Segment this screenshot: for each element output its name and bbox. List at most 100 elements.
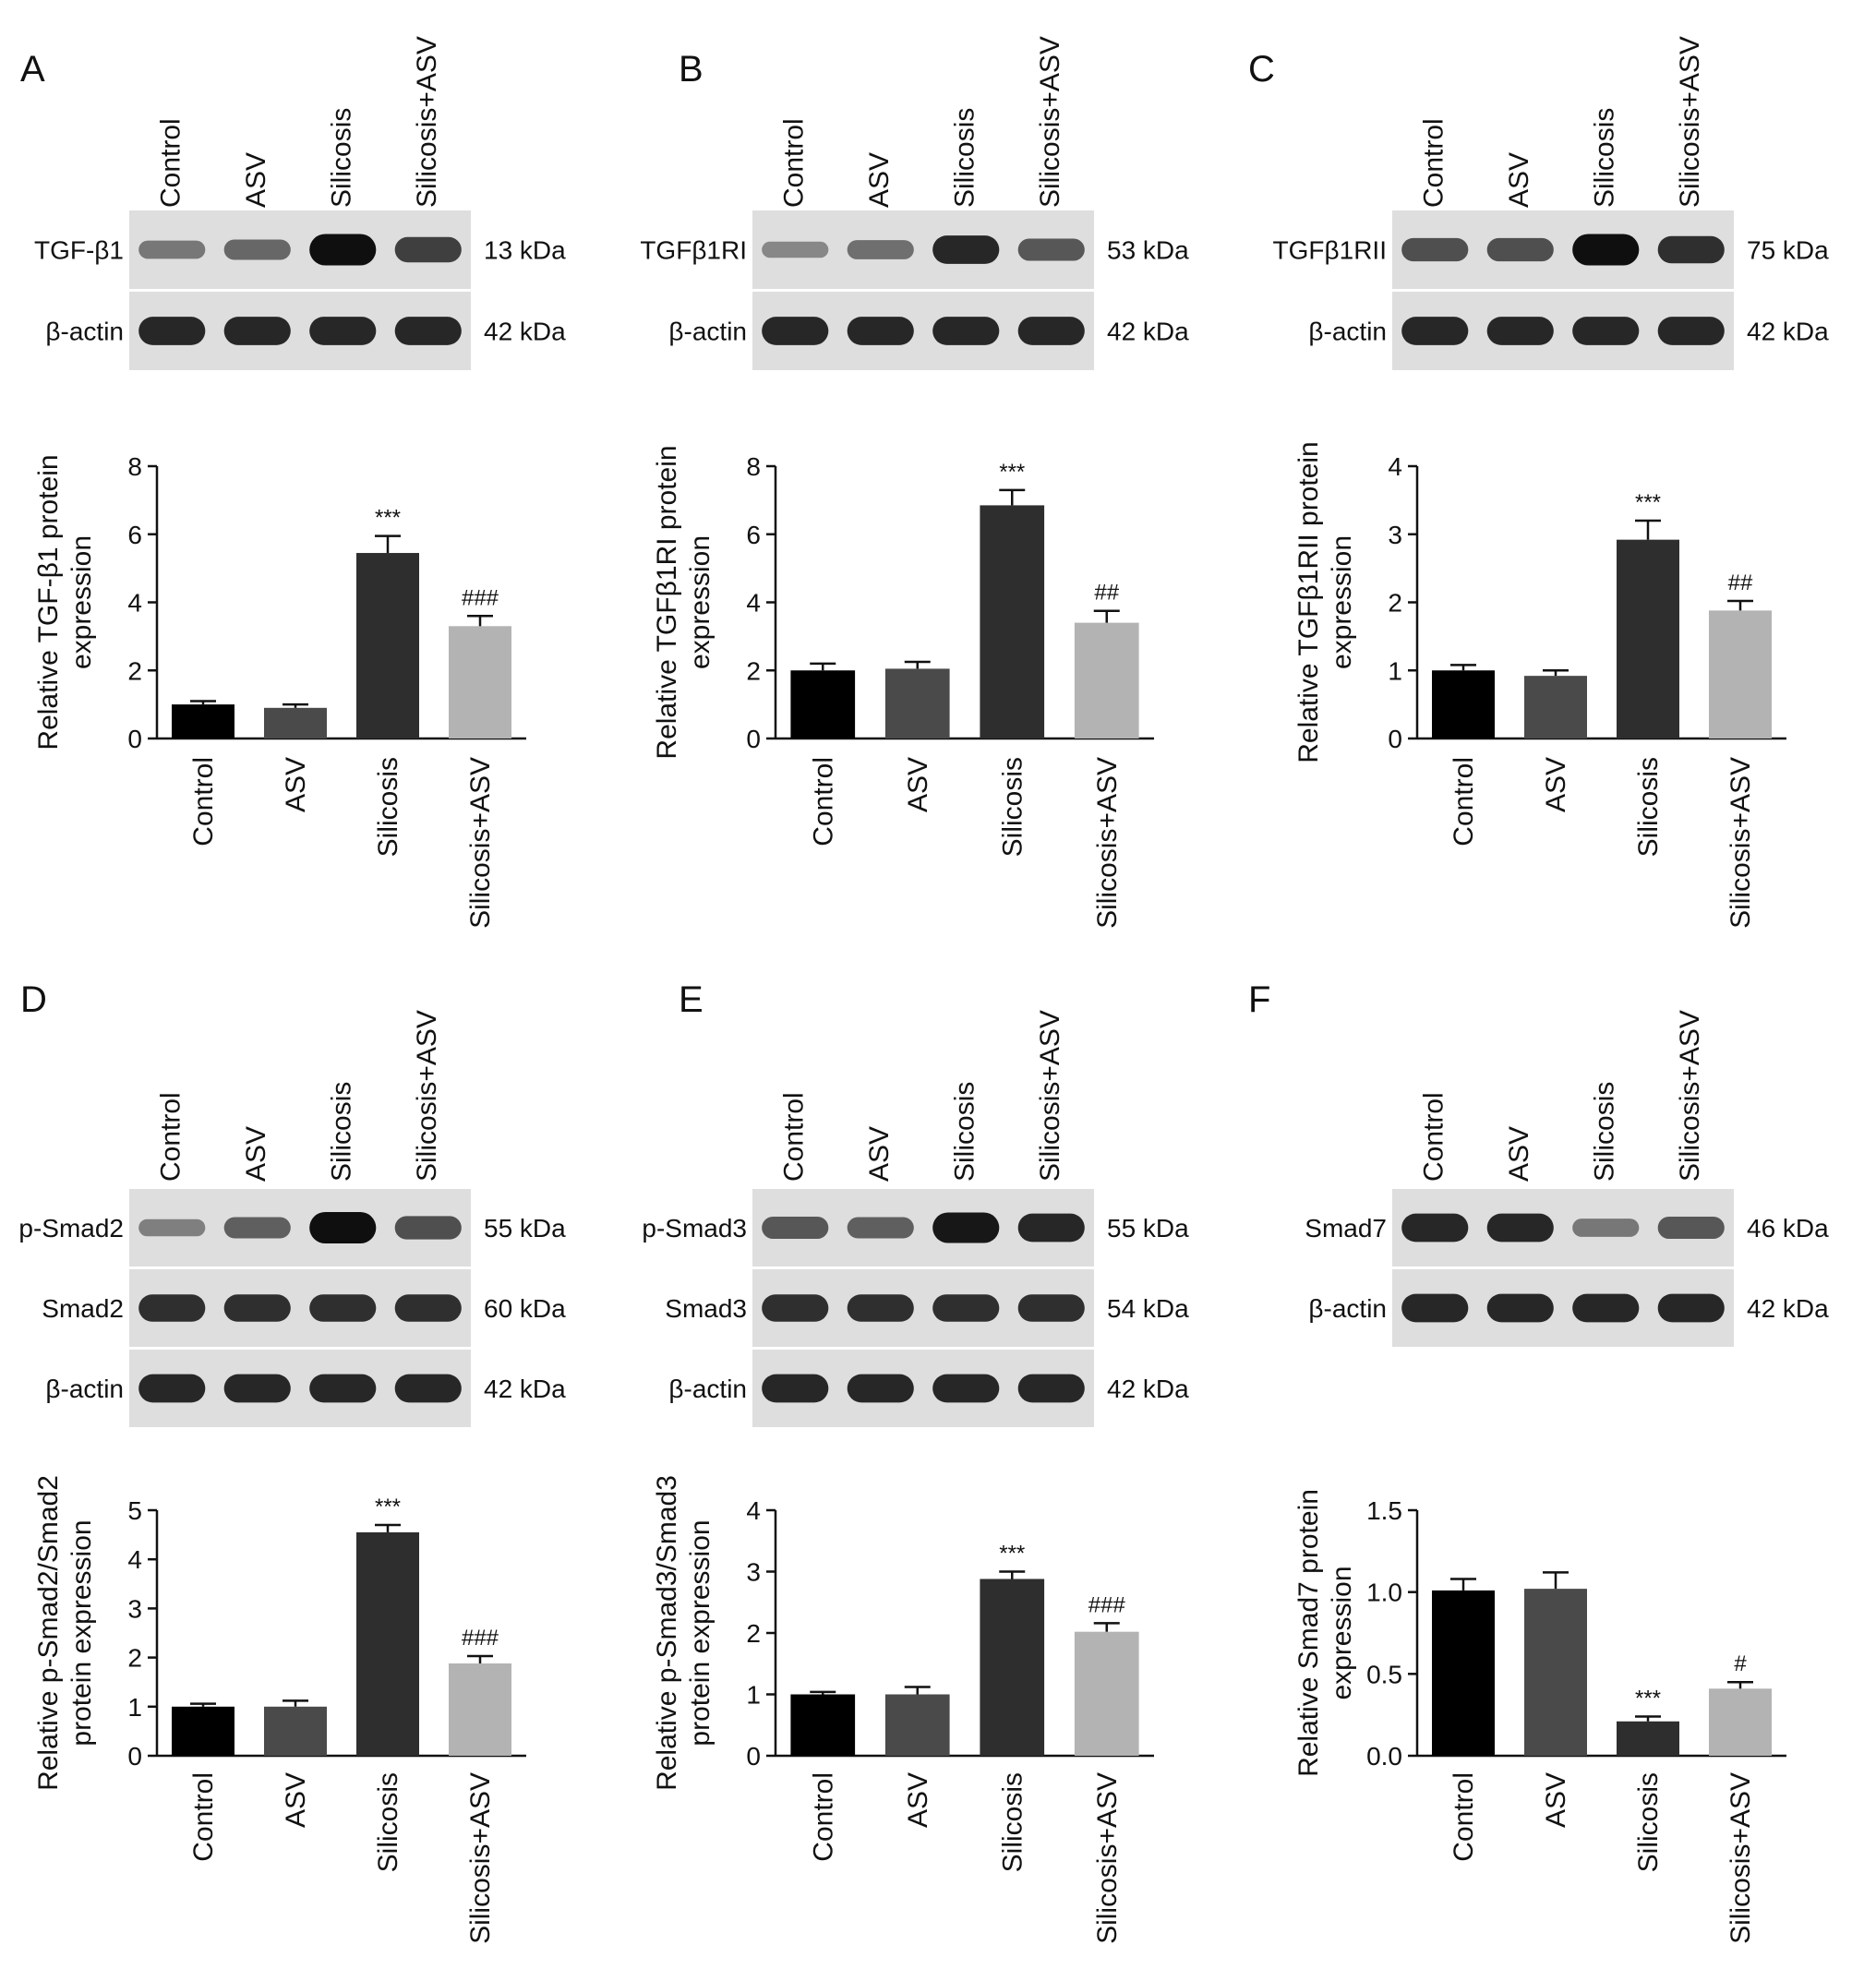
blot-protein-label: β-actin	[668, 318, 747, 346]
blot-lane-label: Silicosis	[949, 108, 980, 208]
blot-kda-label: 75 kDa	[1747, 236, 1829, 265]
blot-band	[1572, 1293, 1640, 1323]
blot-band	[762, 1216, 829, 1240]
x-tick-label: ASV	[281, 757, 311, 812]
x-tick-label: Silicosis+ASV	[1726, 757, 1756, 929]
panel-d: D Control ASV Silicosis Silicosis+ASV p-Smad2…	[18, 979, 566, 1944]
x-tick-label: Silicosis+ASV	[1092, 757, 1123, 929]
bar-control	[1432, 1590, 1495, 1756]
significance-label: ***	[999, 1542, 1025, 1567]
blot-band	[847, 317, 914, 345]
blot-band	[309, 317, 377, 345]
bar-silicosis	[356, 1531, 419, 1756]
x-tick-label: Silicosis	[373, 1772, 403, 1872]
bar-silicosis-asv	[1709, 610, 1772, 738]
blot-band	[762, 317, 829, 345]
blot-band	[223, 317, 291, 345]
y-axis-label: Relative TGFβ1RI protein	[652, 445, 682, 759]
panel-letter: C	[1248, 49, 1275, 90]
blot-lane-label: Control	[778, 118, 809, 208]
blot-protein-label: β-actin	[45, 1375, 124, 1403]
y-tick-label: 0	[1388, 725, 1402, 753]
y-tick-label: 0	[746, 1742, 761, 1771]
blot-protein-label: β-actin	[1308, 318, 1387, 346]
blot-protein-label: TGFβ1RI	[640, 236, 747, 265]
blot-band	[1572, 234, 1640, 266]
bar-silicosis-asv	[449, 1663, 511, 1756]
y-tick-label: 6	[127, 521, 142, 549]
bar-control	[172, 1706, 234, 1756]
blot-band	[762, 1294, 829, 1322]
blot-band	[932, 1374, 1000, 1403]
blot-band	[932, 1212, 1000, 1243]
blot-band	[932, 1294, 1000, 1322]
y-tick-label: 3	[1388, 521, 1402, 549]
blot-protein-label: Smad2	[42, 1294, 124, 1323]
y-tick-label: 1	[1388, 656, 1402, 685]
panel-b: B Control ASV Silicosis Silicosis+ASV TGFβ1RI…	[640, 36, 1189, 929]
blot-lane-label: Silicosis	[1589, 108, 1619, 208]
blot-lane-label: Silicosis+ASV	[1035, 36, 1065, 208]
bar-silicosis	[1617, 539, 1679, 738]
x-tick-label: Control	[1449, 757, 1479, 846]
blot-band	[847, 1217, 914, 1239]
bar-control	[790, 670, 856, 738]
blot-band	[1401, 317, 1469, 345]
x-tick-label: Silicosis	[373, 757, 403, 857]
y-axis-label: protein expression	[685, 1519, 716, 1746]
panel-letter: B	[679, 49, 704, 90]
x-tick-label: ASV	[903, 757, 933, 812]
blot-protein-label: β-actin	[668, 1375, 747, 1403]
blot-band	[1657, 1216, 1725, 1240]
y-axis-label: Relative p-Smad3/Smad3	[652, 1475, 682, 1791]
blot-lane-label: ASV	[864, 1126, 895, 1182]
blot-kda-label: 42 kDa	[1747, 318, 1829, 346]
significance-label: ###	[462, 585, 499, 610]
y-tick-label: 0	[127, 1742, 142, 1771]
blot-band	[223, 1294, 291, 1322]
blot-band	[1401, 237, 1469, 262]
blot-band	[394, 1294, 462, 1322]
x-tick-label: ASV	[1541, 1772, 1571, 1828]
y-axis-label: Relative TGFβ1RII protein	[1293, 441, 1324, 763]
y-tick-label: 4	[127, 1545, 142, 1574]
y-tick-label: 0	[746, 725, 761, 753]
y-axis-label: expression	[1327, 1566, 1357, 1699]
x-tick-label: Silicosis	[997, 1772, 1028, 1872]
blot-kda-label: 54 kDa	[1107, 1294, 1189, 1323]
bar-silicosis-asv	[1074, 622, 1139, 738]
significance-label: ##	[1094, 581, 1119, 606]
x-tick-label: Silicosis	[1633, 757, 1664, 857]
blot-lane-label: Silicosis	[326, 1082, 356, 1182]
significance-label: ***	[1635, 490, 1661, 515]
blot-kda-label: 60 kDa	[484, 1294, 566, 1323]
blot-lane-label: ASV	[241, 152, 271, 208]
y-tick-label: 4	[746, 589, 761, 618]
bar-asv	[264, 707, 327, 738]
blot-band	[762, 241, 829, 258]
blot-lane-label: Control	[1418, 1092, 1449, 1182]
bar-asv	[1524, 1589, 1587, 1756]
blot-band	[847, 1374, 914, 1403]
blot-lane-label: Silicosis+ASV	[412, 1010, 442, 1182]
blot-band	[394, 1374, 462, 1403]
blot-band	[1017, 1294, 1085, 1322]
y-tick-label: 0.0	[1366, 1742, 1402, 1771]
blot-protein-label: TGF-β1	[34, 236, 124, 265]
x-tick-label: Silicosis+ASV	[465, 757, 496, 929]
blot-band	[932, 235, 1000, 264]
x-tick-label: Silicosis	[997, 757, 1028, 857]
x-tick-label: Silicosis+ASV	[465, 1772, 496, 1944]
blot-lane-label: Control	[778, 1092, 809, 1182]
blot-band	[1486, 317, 1554, 345]
y-axis-label: Relative p-Smad2/Smad2	[33, 1475, 64, 1791]
y-tick-label: 0	[127, 725, 142, 753]
bar-silicosis	[1617, 1721, 1679, 1756]
panel-a: A Control ASV Silicosis Silicosis+ASV TGF-β1 1…	[20, 36, 566, 929]
significance-label: ###	[462, 1626, 499, 1651]
x-tick-label: Control	[808, 1772, 838, 1862]
bar-silicosis-asv	[1709, 1688, 1772, 1756]
blot-kda-label: 42 kDa	[484, 1375, 566, 1403]
significance-label: ***	[375, 506, 401, 531]
